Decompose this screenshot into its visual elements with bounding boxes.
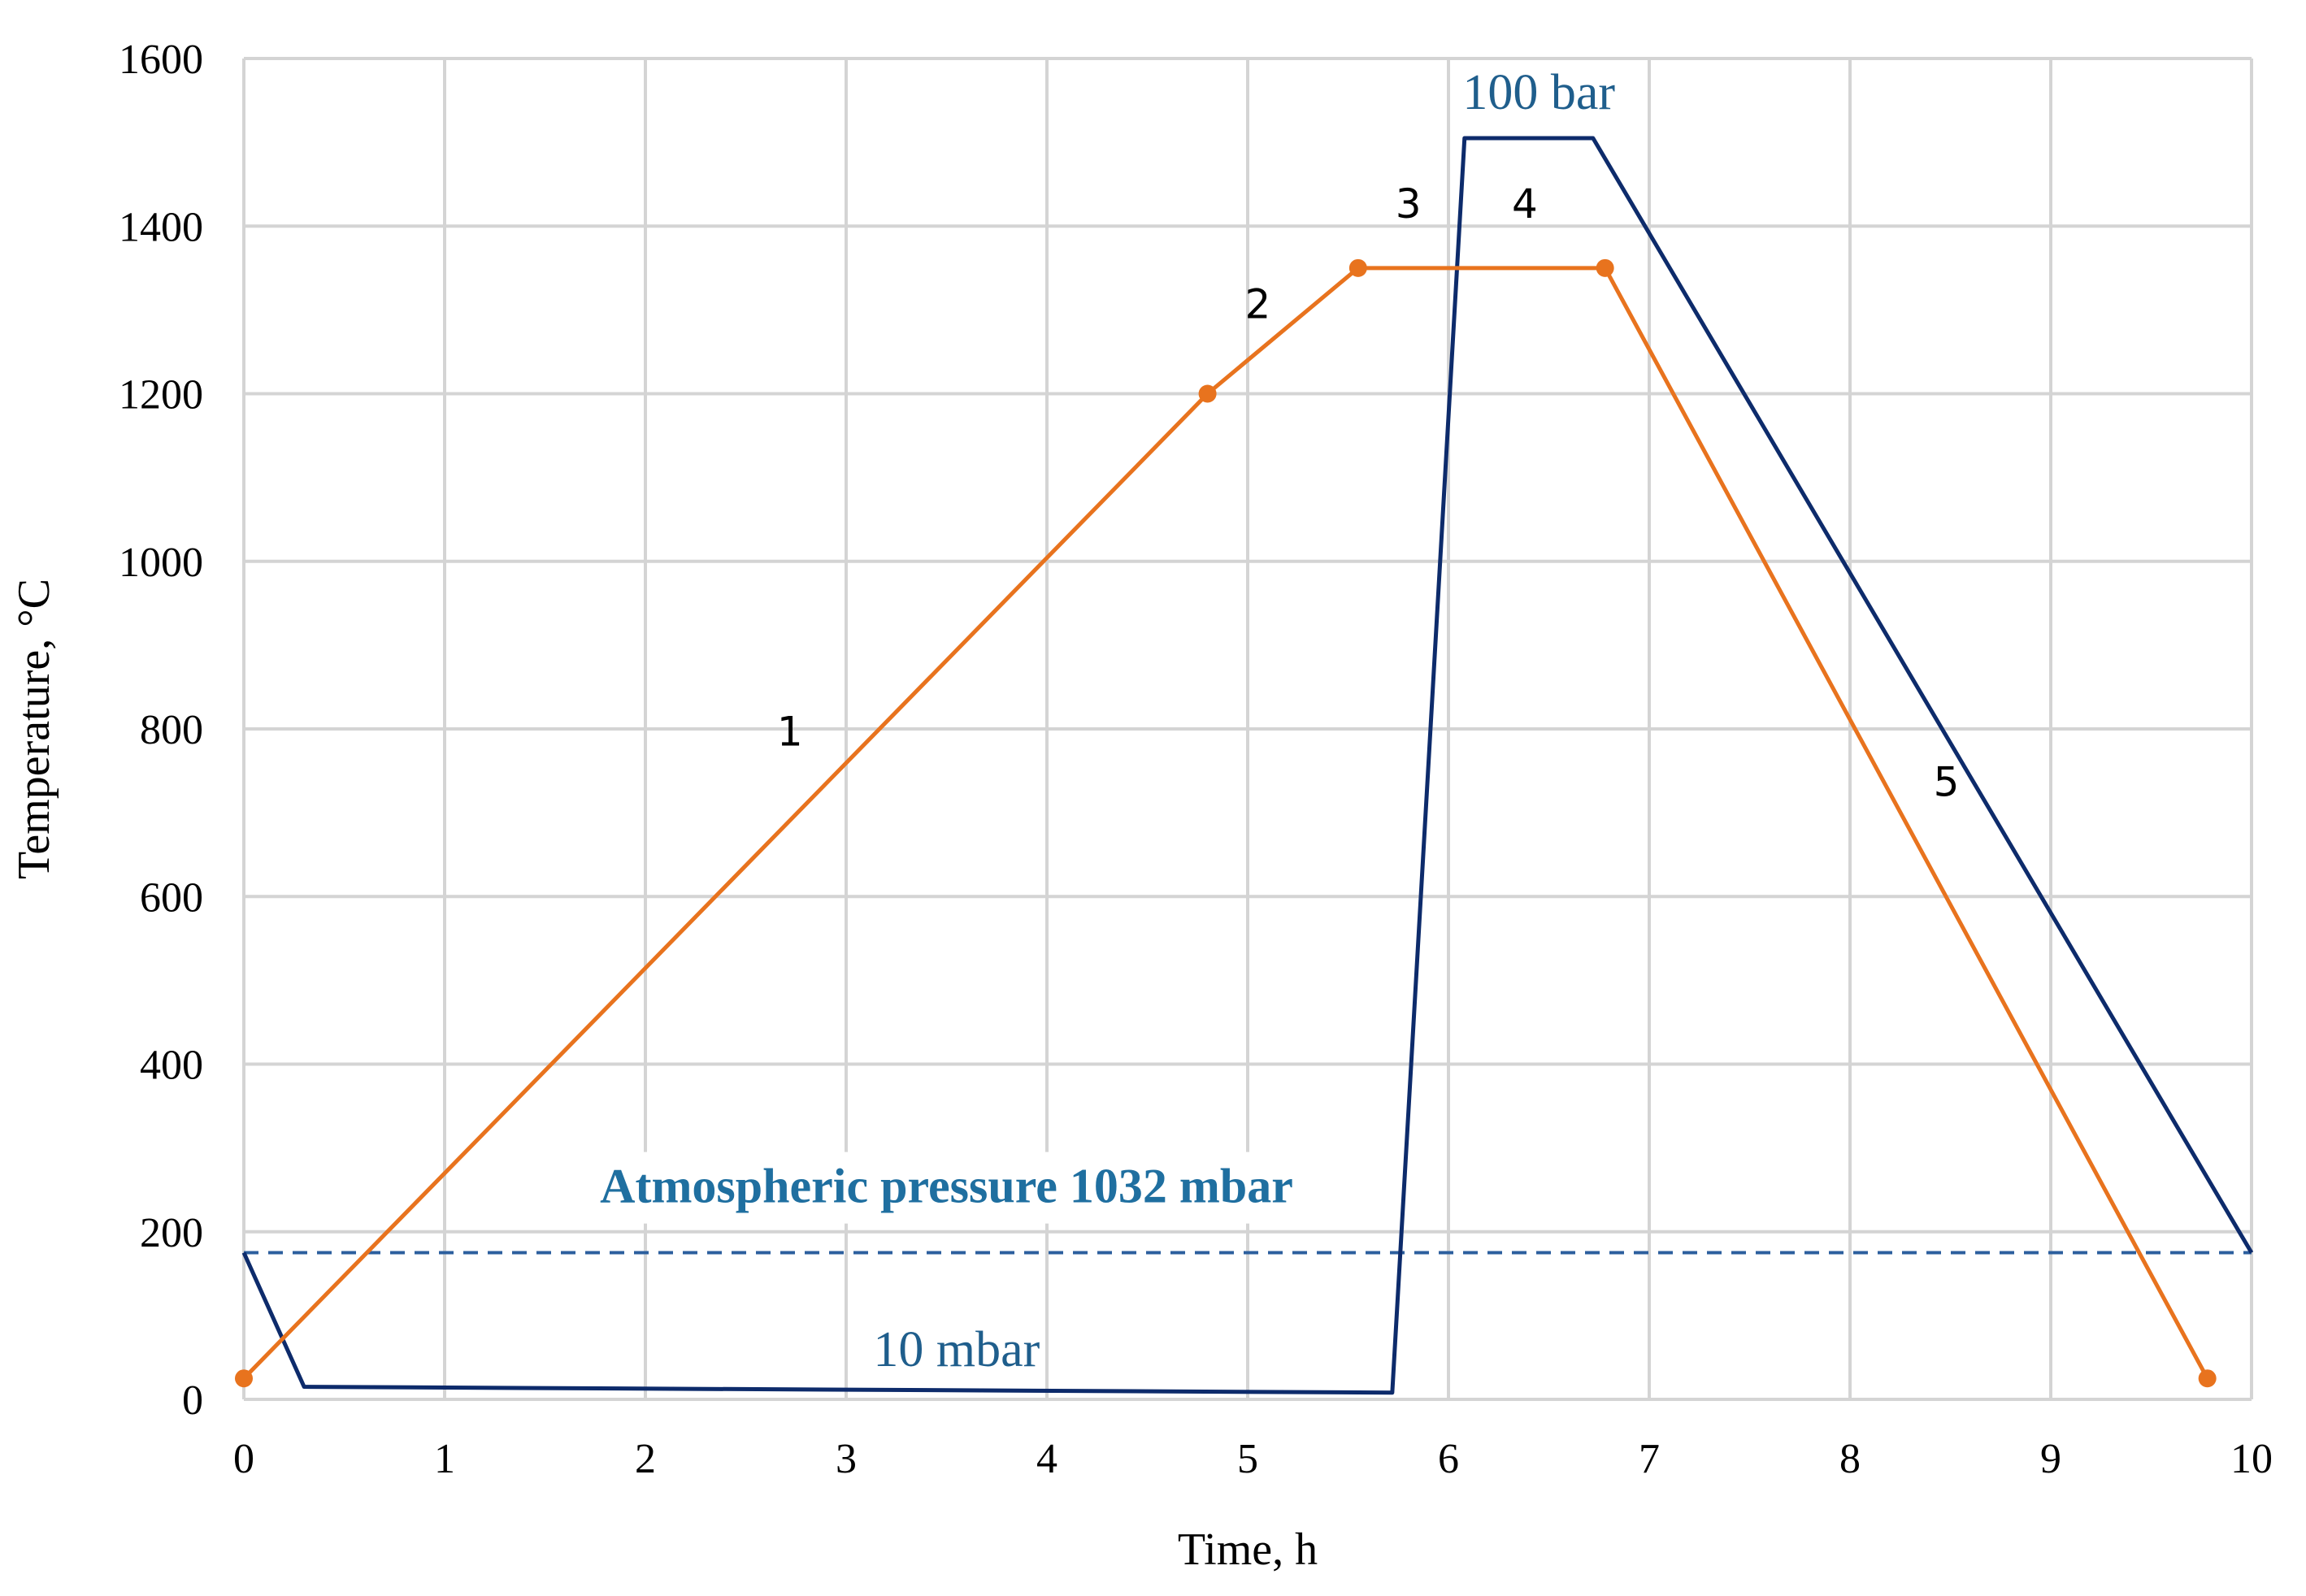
segment-label: 4 <box>1512 180 1538 228</box>
atmospheric-label-box <box>499 1151 1394 1224</box>
tick-labels: 0 1 2 3 4 5 6 7 8 9 10 0 200 400 600 800 1000 1200 1400 160… <box>119 37 2273 1482</box>
y-tick-label: 1400 <box>119 204 203 250</box>
y-tick-label: 200 <box>140 1210 203 1256</box>
segment-label: 3 <box>1396 180 1422 228</box>
x-axis-title: Time, h <box>1178 1524 1318 1575</box>
x-tick-label: 5 <box>1237 1436 1258 1482</box>
segment-label: 1 <box>777 709 803 756</box>
temperature-marker <box>235 1369 253 1388</box>
annotations: 1 2 3 4 5 100 bar 10 mbar Atmospheric pressure … <box>499 65 1960 1377</box>
x-tick-label: 0 <box>233 1436 254 1482</box>
y-tick-label: 1200 <box>119 372 203 419</box>
temperature-marker <box>2198 1369 2217 1388</box>
temperature-marker <box>1348 258 1367 277</box>
x-tick-label: 6 <box>1438 1436 1459 1482</box>
temperature-marker <box>1596 258 1614 277</box>
y-tick-label: 800 <box>140 707 203 753</box>
x-tick-label: 1 <box>434 1436 455 1482</box>
series-layer <box>235 136 2254 1395</box>
grid <box>242 57 2253 1401</box>
pressure-label: 100 bar <box>1462 65 1615 120</box>
y-tick-label: 1600 <box>119 37 203 83</box>
pressure-line <box>241 136 2254 1395</box>
segment-label: 5 <box>1934 759 1960 806</box>
x-tick-label: 9 <box>2040 1436 2061 1482</box>
y-tick-label: 1000 <box>119 540 203 586</box>
atmospheric-pressure-label: Atmospheric pressure 1032 mbar <box>600 1160 1293 1213</box>
x-tick-label: 2 <box>635 1436 656 1482</box>
y-tick-label: 600 <box>140 874 203 921</box>
x-tick-label: 10 <box>2230 1436 2273 1482</box>
temperature-marker <box>1198 384 1217 403</box>
x-tick-label: 7 <box>1639 1436 1660 1482</box>
y-tick-label: 400 <box>140 1043 203 1089</box>
pressure-label: 10 mbar <box>873 1322 1040 1377</box>
x-tick-label: 8 <box>1839 1436 1861 1482</box>
x-tick-label: 4 <box>1036 1436 1057 1482</box>
x-tick-label: 3 <box>836 1436 857 1482</box>
segment-label: 2 <box>1244 281 1270 328</box>
y-tick-label: 0 <box>182 1377 203 1424</box>
y-axis-title: Temperature, °C <box>9 579 59 879</box>
